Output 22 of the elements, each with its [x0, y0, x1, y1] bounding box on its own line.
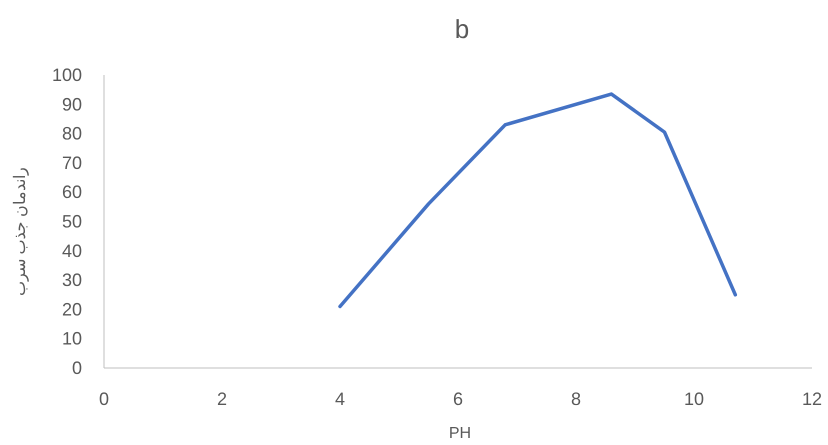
x-tick-label: 2 — [216, 389, 228, 409]
x-tick-label: 0 — [98, 389, 110, 409]
x-tick-label: 8 — [570, 389, 582, 409]
y-tick-label: 30 — [62, 270, 82, 290]
line-series — [338, 92, 738, 308]
y-tick-label: 80 — [62, 124, 82, 144]
y-tick-label: 50 — [62, 212, 82, 232]
y-tick-label: 100 — [52, 65, 82, 85]
y-tick-label: 70 — [62, 152, 82, 173]
x-tick-label: 12 — [802, 389, 822, 409]
chart-title: b — [454, 14, 470, 44]
y-tick-label: 90 — [62, 94, 82, 114]
y-tick-label: 60 — [62, 182, 82, 202]
y-axis-title: راندمان جذب سرب — [12, 167, 29, 296]
x-tick-label: 10 — [684, 389, 704, 409]
x-tick-label: 4 — [334, 389, 346, 409]
x-axis-title: PH — [448, 425, 472, 442]
y-tick-label: 20 — [62, 299, 82, 320]
y-tick-label: 10 — [62, 328, 82, 349]
x-tick-label: 6 — [452, 389, 464, 409]
y-tick-label: 0 — [72, 358, 82, 378]
y-tick-label: 40 — [62, 240, 82, 261]
